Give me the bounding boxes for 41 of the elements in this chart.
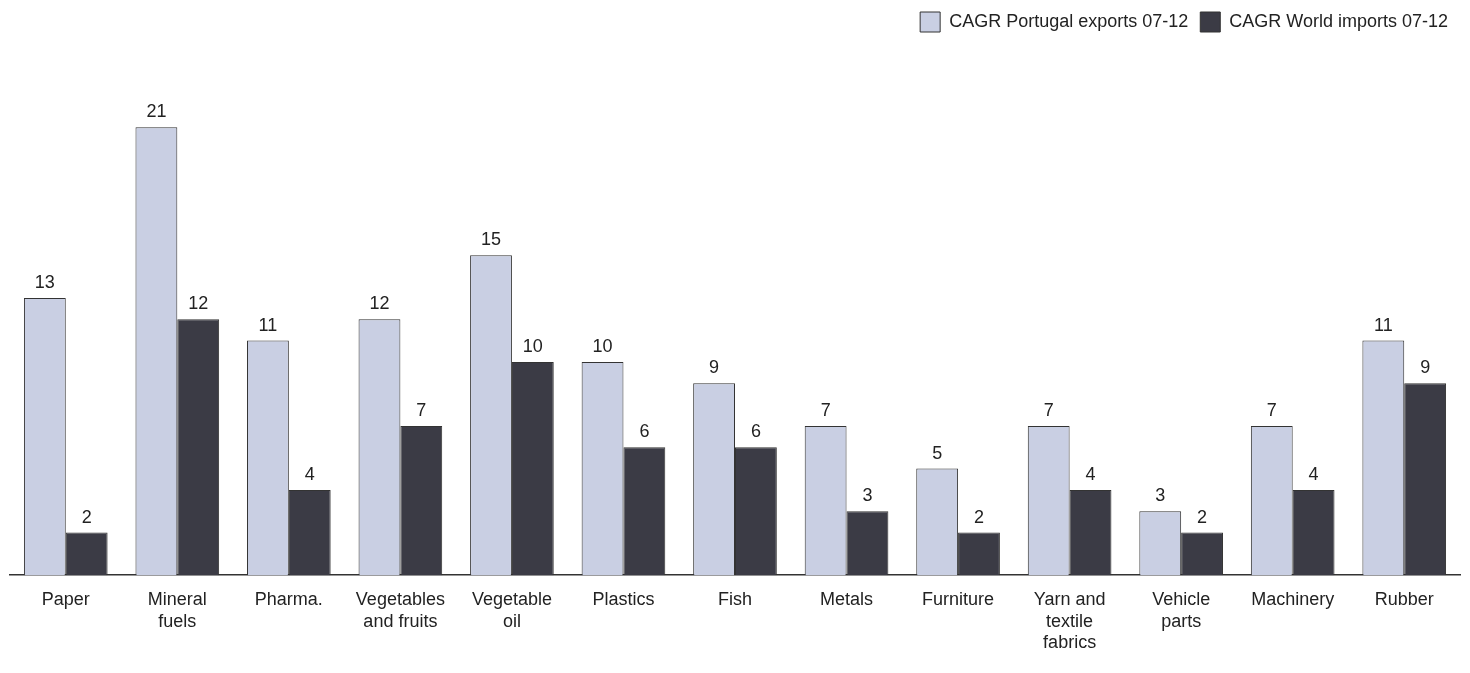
data-label: 7 [416,399,427,420]
legend-label: CAGR World imports 07-12 [1229,10,1448,31]
x-tick-label: Pharma. [254,588,323,609]
data-label: 13 [34,271,55,292]
x-tick-label: Rubber [1374,588,1434,609]
x-tick-label: Vehicle parts [1152,588,1211,631]
data-label: 10 [592,335,613,356]
data-label: 4 [1308,463,1319,484]
data-label: 3 [1155,485,1166,506]
data-label: 10 [522,335,543,356]
legend-label: CAGR Portugal exports 07-12 [949,10,1189,31]
data-label: 2 [973,506,984,527]
data-label: 7 [1043,399,1054,420]
data-label: 4 [304,463,315,484]
x-tick-label: Paper [41,588,90,609]
x-tick-label: Vegetable oil [471,588,552,631]
data-label: 15 [480,229,502,250]
data-label: 6 [750,421,761,442]
data-label: 6 [639,421,650,442]
data-label: 12 [188,293,209,314]
x-tick-label: Fish [717,588,753,609]
data-label: 2 [1197,506,1208,527]
data-label: 11 [258,314,278,335]
x-tick-label: Metals [820,588,874,609]
data-label: 12 [369,293,390,314]
x-tick-label: Yarn and textile fabrics [1033,588,1106,653]
data-label: 5 [932,442,943,463]
x-tick-label: Vegetables and fruits [355,588,445,631]
x-tick-label: Furniture [922,588,995,609]
data-label: 9 [709,357,720,378]
x-tick-label: Machinery [1251,588,1335,609]
x-tick-label: Plastics [592,588,655,609]
data-label: 9 [1420,357,1431,378]
data-label: 7 [820,399,831,420]
data-label: 3 [862,485,873,506]
x-tick-label: Mineral fuels [147,588,207,631]
data-label: 2 [81,506,92,527]
data-label: 7 [1266,399,1277,420]
data-label: 11 [1373,314,1393,335]
data-label: 21 [146,101,167,122]
data-label: 4 [1085,463,1096,484]
